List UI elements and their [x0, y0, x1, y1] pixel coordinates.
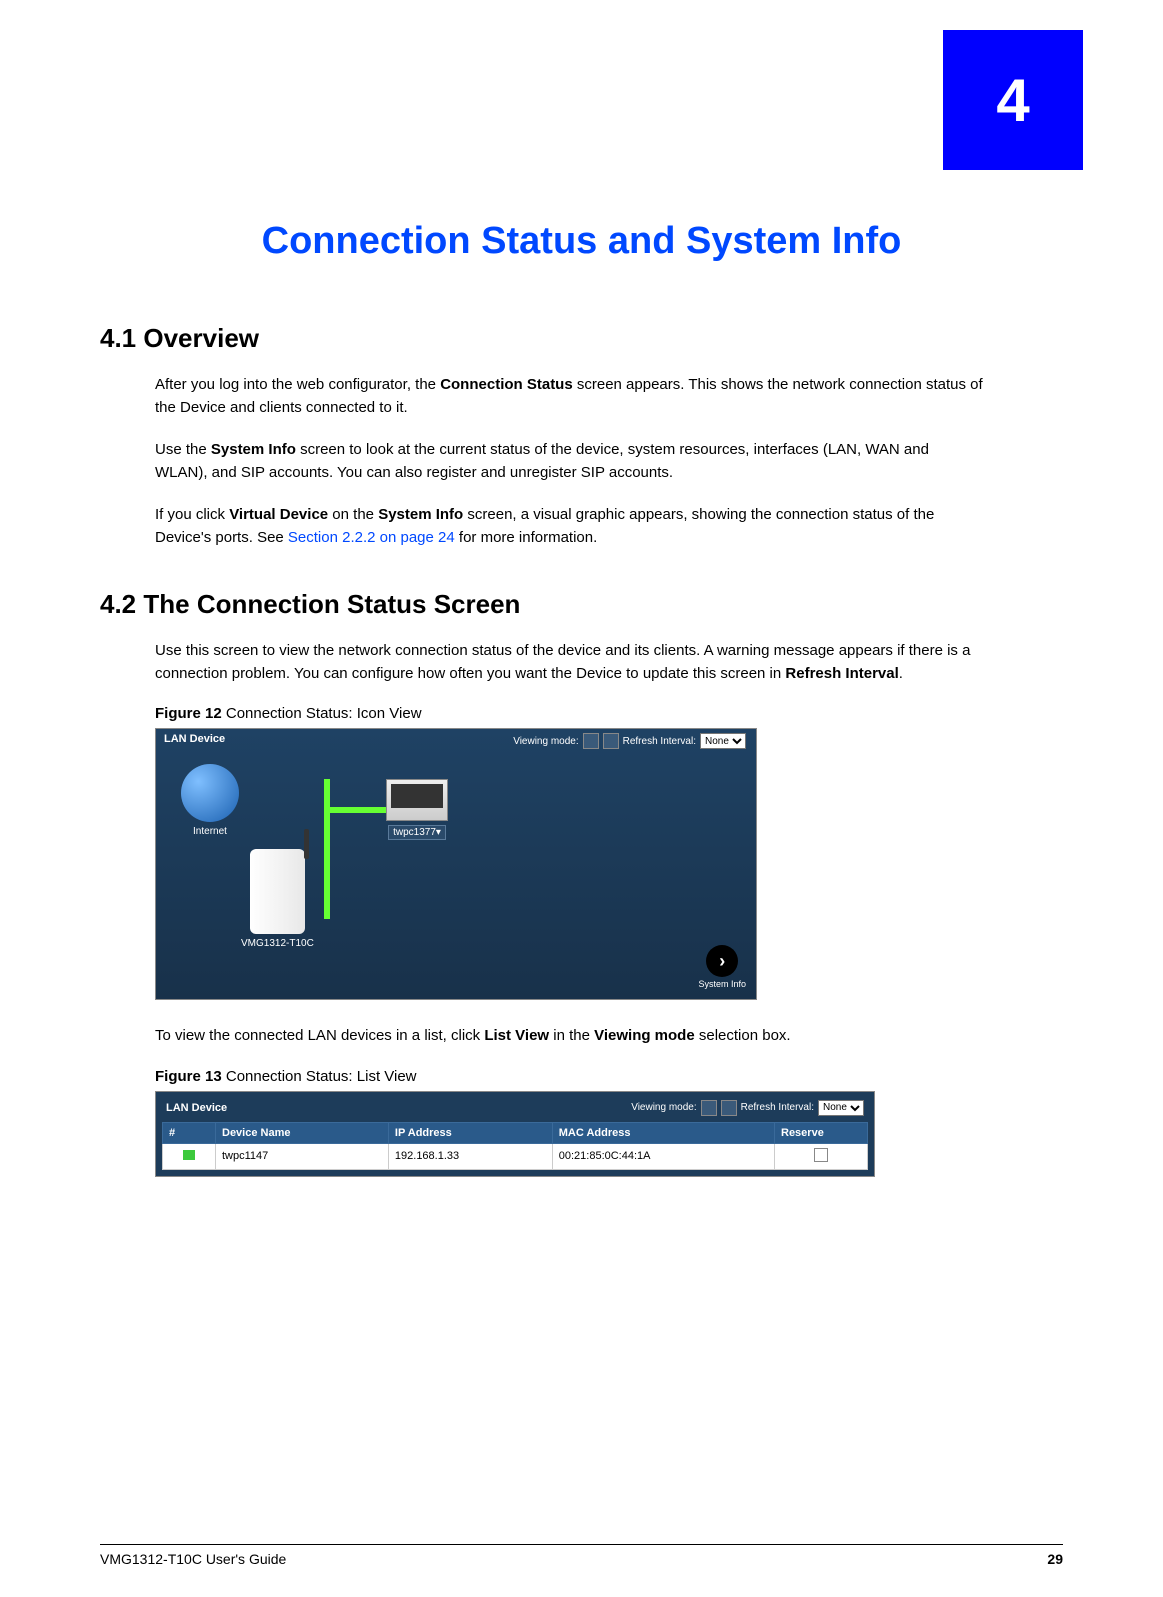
text: on the [328, 506, 378, 523]
bold-text: Viewing mode [594, 1027, 695, 1044]
text: To view the connected LAN devices in a l… [155, 1027, 484, 1044]
icon-view-icon[interactable] [701, 1100, 717, 1116]
table-row: twpc1147 192.168.1.33 00:21:85:0C:44:1A [163, 1143, 868, 1169]
figure13-toolbar: Viewing mode: Refresh Interval: None [631, 1100, 864, 1116]
page: 4 Connection Status and System Info 4.1 … [0, 0, 1163, 1597]
lan-device-header: LAN Device [166, 1102, 227, 1114]
overview-paragraph-1: After you log into the web configurator,… [155, 374, 985, 419]
overview-paragraph-3: If you click Virtual Device on the Syste… [155, 504, 985, 549]
chapter-title: Connection Status and System Info [100, 220, 1063, 263]
section-heading-overview: 4.1 Overview [100, 323, 1063, 354]
footer-guide-title: VMG1312-T10C User's Guide [100, 1551, 286, 1567]
ip-address-cell: 192.168.1.33 [388, 1143, 552, 1169]
refresh-interval-label: Refresh Interval: [623, 736, 696, 747]
icon-view-icon[interactable] [583, 733, 599, 749]
internet-node: Internet [181, 764, 239, 837]
system-info-label: System Info [698, 979, 746, 989]
refresh-interval-label: Refresh Interval: [741, 1102, 814, 1113]
bold-text: Virtual Device [229, 506, 328, 523]
figure12-caption: Figure 12 Connection Status: Icon View [155, 705, 1063, 722]
figure-label-rest: Connection Status: Icon View [222, 705, 422, 722]
refresh-interval-select[interactable]: None [700, 733, 746, 749]
globe-icon [181, 764, 239, 822]
col-device-name-header: Device Name [216, 1122, 389, 1143]
connstatus-paragraph-1: Use this screen to view the network conn… [155, 640, 985, 685]
reserve-cell [775, 1143, 868, 1169]
chapter-number: 4 [996, 66, 1029, 135]
text: . [899, 665, 903, 682]
figure12-toolbar: Viewing mode: Refresh Interval: None [513, 733, 746, 749]
text: for more information. [455, 529, 598, 546]
text: Use the [155, 441, 211, 458]
viewing-mode-label: Viewing mode: [513, 736, 578, 747]
router-node: VMG1312-T10C [241, 849, 314, 949]
arrow-right-icon: › [706, 945, 738, 977]
table-header-row: # Device Name IP Address MAC Address Res… [163, 1122, 868, 1143]
client-label[interactable]: twpc1377▾ [388, 825, 446, 840]
figure13-screenshot: LAN Device Viewing mode: Refresh Interva… [155, 1091, 875, 1177]
section-heading-connection-status: 4.2 The Connection Status Screen [100, 589, 1063, 620]
bold-text: List View [484, 1027, 549, 1044]
viewing-mode-label: Viewing mode: [631, 1102, 696, 1113]
internet-label: Internet [181, 826, 239, 837]
text: If you click [155, 506, 229, 523]
bold-text: System Info [211, 441, 296, 458]
list-view-icon[interactable] [721, 1100, 737, 1116]
network-line [324, 807, 394, 813]
client-node[interactable]: twpc1377▾ [386, 779, 448, 840]
bold-text: Connection Status [440, 376, 573, 393]
cross-reference-link[interactable]: Section 2.2.2 on page 24 [288, 529, 455, 546]
mac-address-cell: 00:21:85:0C:44:1A [552, 1143, 774, 1169]
page-footer: VMG1312-T10C User's Guide 29 [100, 1544, 1063, 1567]
bold-text: Refresh Interval [785, 665, 898, 682]
col-reserve-header: Reserve [775, 1122, 868, 1143]
col-ip-address-header: IP Address [388, 1122, 552, 1143]
device-table: # Device Name IP Address MAC Address Res… [162, 1122, 868, 1170]
list-view-icon[interactable] [603, 733, 619, 749]
router-icon [250, 849, 305, 934]
figure13-caption: Figure 13 Connection Status: List View [155, 1068, 1063, 1085]
figure-label-rest: Connection Status: List View [222, 1068, 417, 1085]
reserve-checkbox[interactable] [814, 1148, 828, 1162]
figure-label: Figure 13 [155, 1068, 222, 1085]
bold-text: System Info [378, 506, 463, 523]
status-cell [163, 1143, 216, 1169]
footer-page-number: 29 [1047, 1551, 1063, 1567]
system-info-button[interactable]: › System Info [698, 945, 746, 989]
lan-device-header: LAN Device [164, 733, 225, 745]
device-name-cell: twpc1147 [216, 1143, 389, 1169]
status-online-icon [183, 1150, 195, 1160]
network-line [324, 779, 330, 919]
laptop-icon [386, 779, 448, 821]
connstatus-paragraph-2: To view the connected LAN devices in a l… [155, 1025, 985, 1048]
text: After you log into the web configurator,… [155, 376, 440, 393]
refresh-interval-select[interactable]: None [818, 1100, 864, 1116]
router-label: VMG1312-T10C [241, 938, 314, 949]
figure12-screenshot: LAN Device Viewing mode: Refresh Interva… [155, 728, 757, 1000]
text: selection box. [695, 1027, 791, 1044]
text: in the [549, 1027, 594, 1044]
col-mac-address-header: MAC Address [552, 1122, 774, 1143]
overview-paragraph-2: Use the System Info screen to look at th… [155, 439, 985, 484]
col-num-header: # [163, 1122, 216, 1143]
chapter-badge: 4 [943, 30, 1083, 170]
figure13-header-row: LAN Device Viewing mode: Refresh Interva… [162, 1098, 868, 1122]
figure-label: Figure 12 [155, 705, 222, 722]
